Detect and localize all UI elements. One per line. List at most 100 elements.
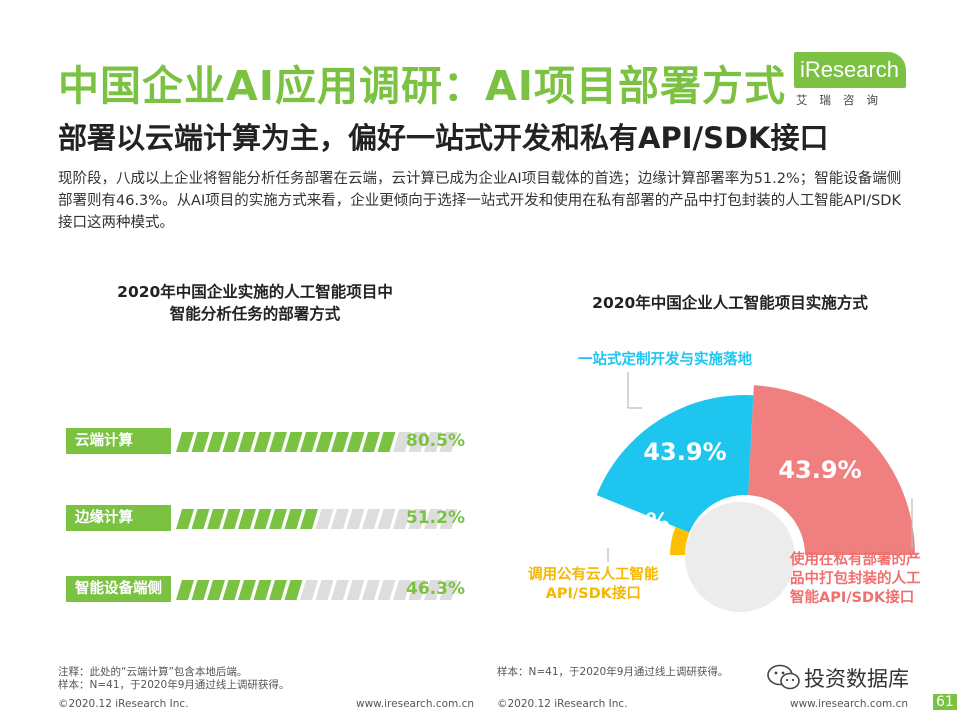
bar-stripe-filled <box>253 509 272 529</box>
pie-category-label-line: 品中打包封装的人工 <box>790 571 921 587</box>
bar-row: 智能设备端侧 46.3% <box>66 576 466 602</box>
bar-stripe-filled <box>207 432 225 452</box>
note-line: 注释：此处的“云端计算”包含本地后端。 <box>58 666 248 678</box>
bar-stripe-filled <box>269 580 287 600</box>
bar-stripe-filled <box>315 432 334 452</box>
bar-stripes <box>176 509 458 529</box>
bar-stripe-empty <box>331 580 349 600</box>
bar-value-label: 51.2% <box>406 508 465 528</box>
bar-stripe-empty <box>362 509 380 529</box>
bar-stripe-empty <box>439 432 458 452</box>
pie-center <box>685 502 795 612</box>
watermark-text: 投资数据库 <box>804 667 909 691</box>
bar-stripe-filled <box>191 580 210 600</box>
pie-value-label: 43.9% <box>643 438 726 466</box>
bar-stripe-empty <box>393 432 411 452</box>
bar-stripe-empty <box>424 432 442 452</box>
bar-stripe-filled <box>207 580 225 600</box>
bar-stripe-filled <box>191 432 210 452</box>
bar-value-label: 46.3% <box>406 579 465 599</box>
bar-category-label: 云端计算 <box>66 428 171 454</box>
bar-stripe-filled <box>176 432 194 452</box>
bar-stripes <box>176 580 458 600</box>
bar-stripe-empty <box>408 432 427 452</box>
footer-copyright: ©2020.12 iResearch Inc. <box>497 698 628 710</box>
bar-stripe-filled <box>238 432 256 452</box>
pie-value-label: 12.2% <box>586 508 669 536</box>
pie-category-label: 一站式定制开发与实施落地 <box>578 351 752 370</box>
bar-stripe-empty <box>315 509 334 529</box>
bar-stripe-empty <box>315 580 334 600</box>
bar-stripe-empty <box>362 580 380 600</box>
pie-category-label: 使用在私有部署的产 品中打包封装的人工 智能API/SDK接口 <box>790 551 921 608</box>
bar-stripe-empty <box>331 509 349 529</box>
pie-slice <box>748 385 915 555</box>
bar-stripe-filled <box>222 432 241 452</box>
bar-stripe-filled <box>300 509 318 529</box>
page-title: 中国企业AI应用调研：AI项目部署方式 <box>58 62 786 110</box>
bar-stripe-empty <box>346 509 365 529</box>
bar-stripe-empty <box>393 509 411 529</box>
note-line: 样本：N=41，于2020年9月通过线上调研获得。 <box>58 679 290 691</box>
bar-stripe-filled <box>222 580 241 600</box>
footer-url[interactable]: www.iresearch.com.cn <box>356 698 475 710</box>
pie-category-label-line: 使用在私有部署的产 <box>790 552 921 568</box>
bar-category-label: 边缘计算 <box>66 505 171 531</box>
bar-stripe-filled <box>284 432 303 452</box>
bar-stripe-empty <box>424 580 442 600</box>
bar-stripe-filled <box>253 580 272 600</box>
bar-stripe-filled <box>300 432 318 452</box>
bar-stripe-filled <box>207 509 225 529</box>
pie-category-label-line: 一站式定制开发与实施落地 <box>578 352 752 368</box>
bar-row: 边缘计算 51.2% <box>66 505 466 531</box>
pie-slice <box>596 395 754 533</box>
bar-stripe-empty <box>424 509 442 529</box>
bar-stripe-filled <box>191 509 210 529</box>
bar-stripe-filled <box>284 580 303 600</box>
pie-category-label: 调用公有云人工智能 API/SDK接口 <box>528 566 659 604</box>
bar-stripes <box>176 432 458 452</box>
bar-stripe-filled <box>176 509 194 529</box>
pie-value-label: 43.9% <box>778 456 861 484</box>
footer-url[interactable]: www.iresearch.com.cn <box>790 698 909 710</box>
bar-stripe-empty <box>346 580 365 600</box>
bar-chart-title-line: 2020年中国企业实施的人工智能项目中 <box>117 283 393 301</box>
page-subtitle: 部署以云端计算为主，偏好一站式开发和私有API/SDK接口 <box>58 121 829 155</box>
bar-row: 云端计算 80.5% <box>66 428 466 454</box>
logo-badge <box>794 52 906 88</box>
bar-chart-title-line: 智能分析任务的部署方式 <box>169 305 341 323</box>
bar-stripe-empty <box>439 580 458 600</box>
pie-category-label-line: 调用公有云人工智能 <box>528 567 659 583</box>
bar-stripe-filled <box>377 432 396 452</box>
bar-stripe-filled <box>269 509 287 529</box>
bar-stripe-filled <box>222 509 241 529</box>
pie-category-label-line: API/SDK接口 <box>545 586 641 602</box>
bar-stripe-empty <box>377 580 396 600</box>
bar-stripe-empty <box>439 509 458 529</box>
bar-stripe-filled <box>253 432 272 452</box>
wechat-icon <box>767 664 800 690</box>
bar-stripe-filled <box>269 432 287 452</box>
pie-category-label-line: 智能API/SDK接口 <box>790 590 915 606</box>
watermark: 投资数据库 <box>764 662 960 692</box>
page-description: 现阶段，八成以上企业将智能分析任务部署在云端，云计算已成为企业AI项目载体的首选… <box>58 171 902 231</box>
logo-subtitle: 艾瑞咨询 <box>796 93 890 107</box>
pie-leader-line <box>627 372 642 409</box>
bar-chart-title: 2020年中国企业实施的人工智能项目中 智能分析任务的部署方式 <box>60 281 450 325</box>
bar-stripe-filled <box>362 432 380 452</box>
bar-stripe-empty <box>408 580 427 600</box>
logo-name: iResearch <box>800 57 900 82</box>
bar-stripe-filled <box>238 509 256 529</box>
page-number: 61 <box>933 694 957 710</box>
pie-slice <box>670 526 690 555</box>
right-notes: 样本：N=41，于2020年9月通过线上调研获得。 <box>497 666 729 678</box>
bar-stripe-filled <box>284 509 303 529</box>
bar-stripe-empty <box>377 509 396 529</box>
bar-stripe-filled <box>238 580 256 600</box>
bar-value-label: 80.5% <box>406 431 465 451</box>
bar-stripe-empty <box>408 509 427 529</box>
pie-chart-title: 2020年中国企业人工智能项目实施方式 <box>592 294 868 312</box>
bar-stripe-filled <box>176 580 194 600</box>
bar-category-label: 智能设备端侧 <box>66 576 171 602</box>
